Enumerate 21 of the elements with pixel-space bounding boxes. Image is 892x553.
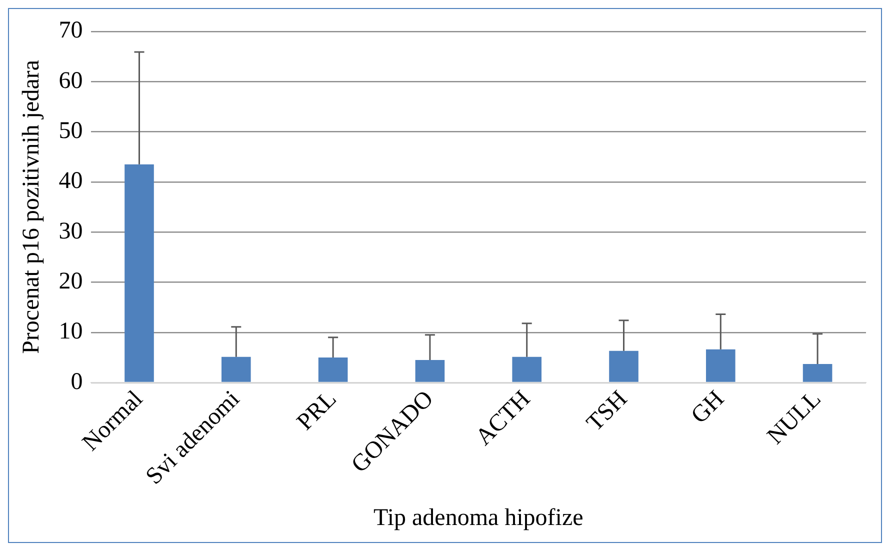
bar	[512, 356, 542, 382]
y-tick-label: 60	[58, 68, 83, 94]
y-tick-label: 10	[58, 318, 83, 345]
bar	[318, 357, 348, 382]
y-tick-label: 20	[58, 268, 83, 294]
y-tick-label: 40	[58, 168, 83, 194]
bar	[609, 350, 638, 382]
y-axis-title: Procenat p16 pozitivnih jedara	[18, 60, 45, 354]
bar	[221, 356, 251, 382]
bar	[124, 164, 154, 382]
x-tick-label: GH	[686, 386, 730, 429]
bar	[802, 364, 832, 382]
bar	[706, 349, 736, 382]
x-tick-label: TSH	[582, 386, 632, 436]
x-axis-title: Tip adenoma hipofize	[374, 504, 584, 531]
x-tick-label: PRL	[292, 386, 342, 436]
y-tick-label: 70	[58, 18, 83, 44]
y-tick-label: 30	[58, 218, 83, 244]
y-tick-label: 50	[58, 118, 83, 144]
y-tick-label: 0	[70, 368, 83, 395]
bar	[415, 360, 445, 382]
